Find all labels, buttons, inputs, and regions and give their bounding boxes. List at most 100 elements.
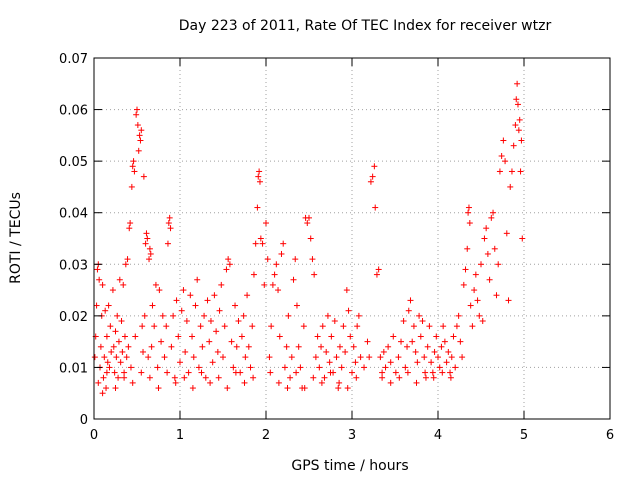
y-tick-label: 0	[80, 413, 88, 428]
data-point	[447, 369, 454, 376]
data-point	[107, 323, 114, 330]
data-point	[462, 266, 469, 273]
data-point	[164, 240, 171, 247]
data-point	[159, 312, 166, 319]
data-point	[125, 343, 132, 350]
data-point	[301, 385, 308, 392]
data-point	[250, 374, 257, 381]
data-point	[465, 209, 472, 216]
data-point	[242, 354, 249, 361]
data-point	[182, 348, 189, 355]
data-point	[173, 297, 180, 304]
data-point	[496, 168, 503, 175]
data-point	[177, 359, 183, 366]
data-point	[357, 354, 364, 361]
data-point	[314, 333, 321, 340]
data-point	[307, 235, 314, 242]
data-point	[453, 323, 460, 330]
data-point	[128, 183, 135, 190]
data-point	[422, 374, 429, 381]
data-point	[161, 354, 168, 361]
data-point	[350, 343, 357, 350]
data-point	[290, 276, 297, 283]
data-point	[416, 312, 423, 319]
data-point	[395, 354, 402, 361]
data-point	[293, 369, 300, 376]
data-point	[364, 338, 371, 345]
data-point	[324, 312, 331, 319]
x-tick-label: 1	[176, 428, 184, 443]
data-point	[245, 343, 252, 350]
data-point	[316, 364, 323, 371]
data-point	[375, 266, 382, 273]
data-point	[280, 240, 287, 247]
data-point	[138, 127, 145, 134]
data-point	[155, 385, 162, 392]
data-point	[244, 292, 251, 299]
data-point	[490, 209, 497, 216]
data-point	[202, 374, 209, 381]
data-point	[318, 379, 325, 386]
data-point	[108, 348, 115, 355]
data-point	[121, 333, 128, 340]
data-point	[419, 318, 426, 325]
data-point	[460, 281, 467, 288]
data-point	[257, 235, 264, 242]
data-point	[255, 173, 262, 180]
data-point	[112, 328, 119, 335]
x-tick-label: 5	[520, 428, 528, 443]
x-tick-label: 6	[606, 428, 614, 443]
data-point	[149, 302, 156, 309]
data-point	[400, 318, 407, 325]
data-point	[247, 364, 254, 371]
data-point	[181, 374, 188, 381]
data-point	[344, 385, 351, 392]
data-point	[426, 323, 433, 330]
data-point	[366, 354, 373, 361]
data-point	[213, 328, 220, 335]
data-point	[327, 369, 334, 376]
data-point	[398, 338, 405, 345]
data-point	[134, 106, 140, 113]
data-point	[151, 323, 158, 330]
data-point	[514, 101, 521, 108]
data-point	[110, 343, 117, 350]
data-point	[412, 348, 419, 355]
data-point	[367, 178, 374, 185]
data-point	[474, 297, 481, 304]
data-point	[137, 137, 144, 144]
data-point	[119, 348, 126, 355]
data-point	[443, 359, 450, 366]
data-point	[269, 281, 276, 288]
data-point	[170, 312, 177, 319]
data-point	[402, 364, 409, 371]
data-point	[194, 276, 201, 283]
data-point	[232, 302, 239, 309]
y-tick-label: 0.03	[59, 258, 88, 273]
data-point	[218, 281, 225, 288]
data-point	[441, 338, 448, 345]
data-point	[304, 220, 311, 227]
data-point	[424, 343, 431, 350]
data-point	[129, 379, 136, 386]
data-point	[136, 132, 143, 139]
data-point	[371, 163, 378, 170]
data-point	[211, 292, 218, 299]
data-point	[414, 359, 421, 366]
data-point	[140, 173, 147, 180]
data-point	[455, 312, 462, 319]
data-point	[122, 261, 129, 268]
data-point	[145, 354, 152, 361]
data-point	[241, 379, 248, 386]
data-point	[256, 168, 263, 175]
data-point	[190, 354, 197, 361]
data-point	[387, 379, 394, 386]
data-point	[93, 302, 100, 309]
data-point	[99, 390, 106, 397]
data-point	[216, 307, 223, 314]
data-point	[404, 343, 411, 350]
data-point	[382, 364, 389, 371]
data-point	[105, 302, 112, 309]
data-point	[195, 364, 202, 371]
data-point	[340, 323, 347, 330]
